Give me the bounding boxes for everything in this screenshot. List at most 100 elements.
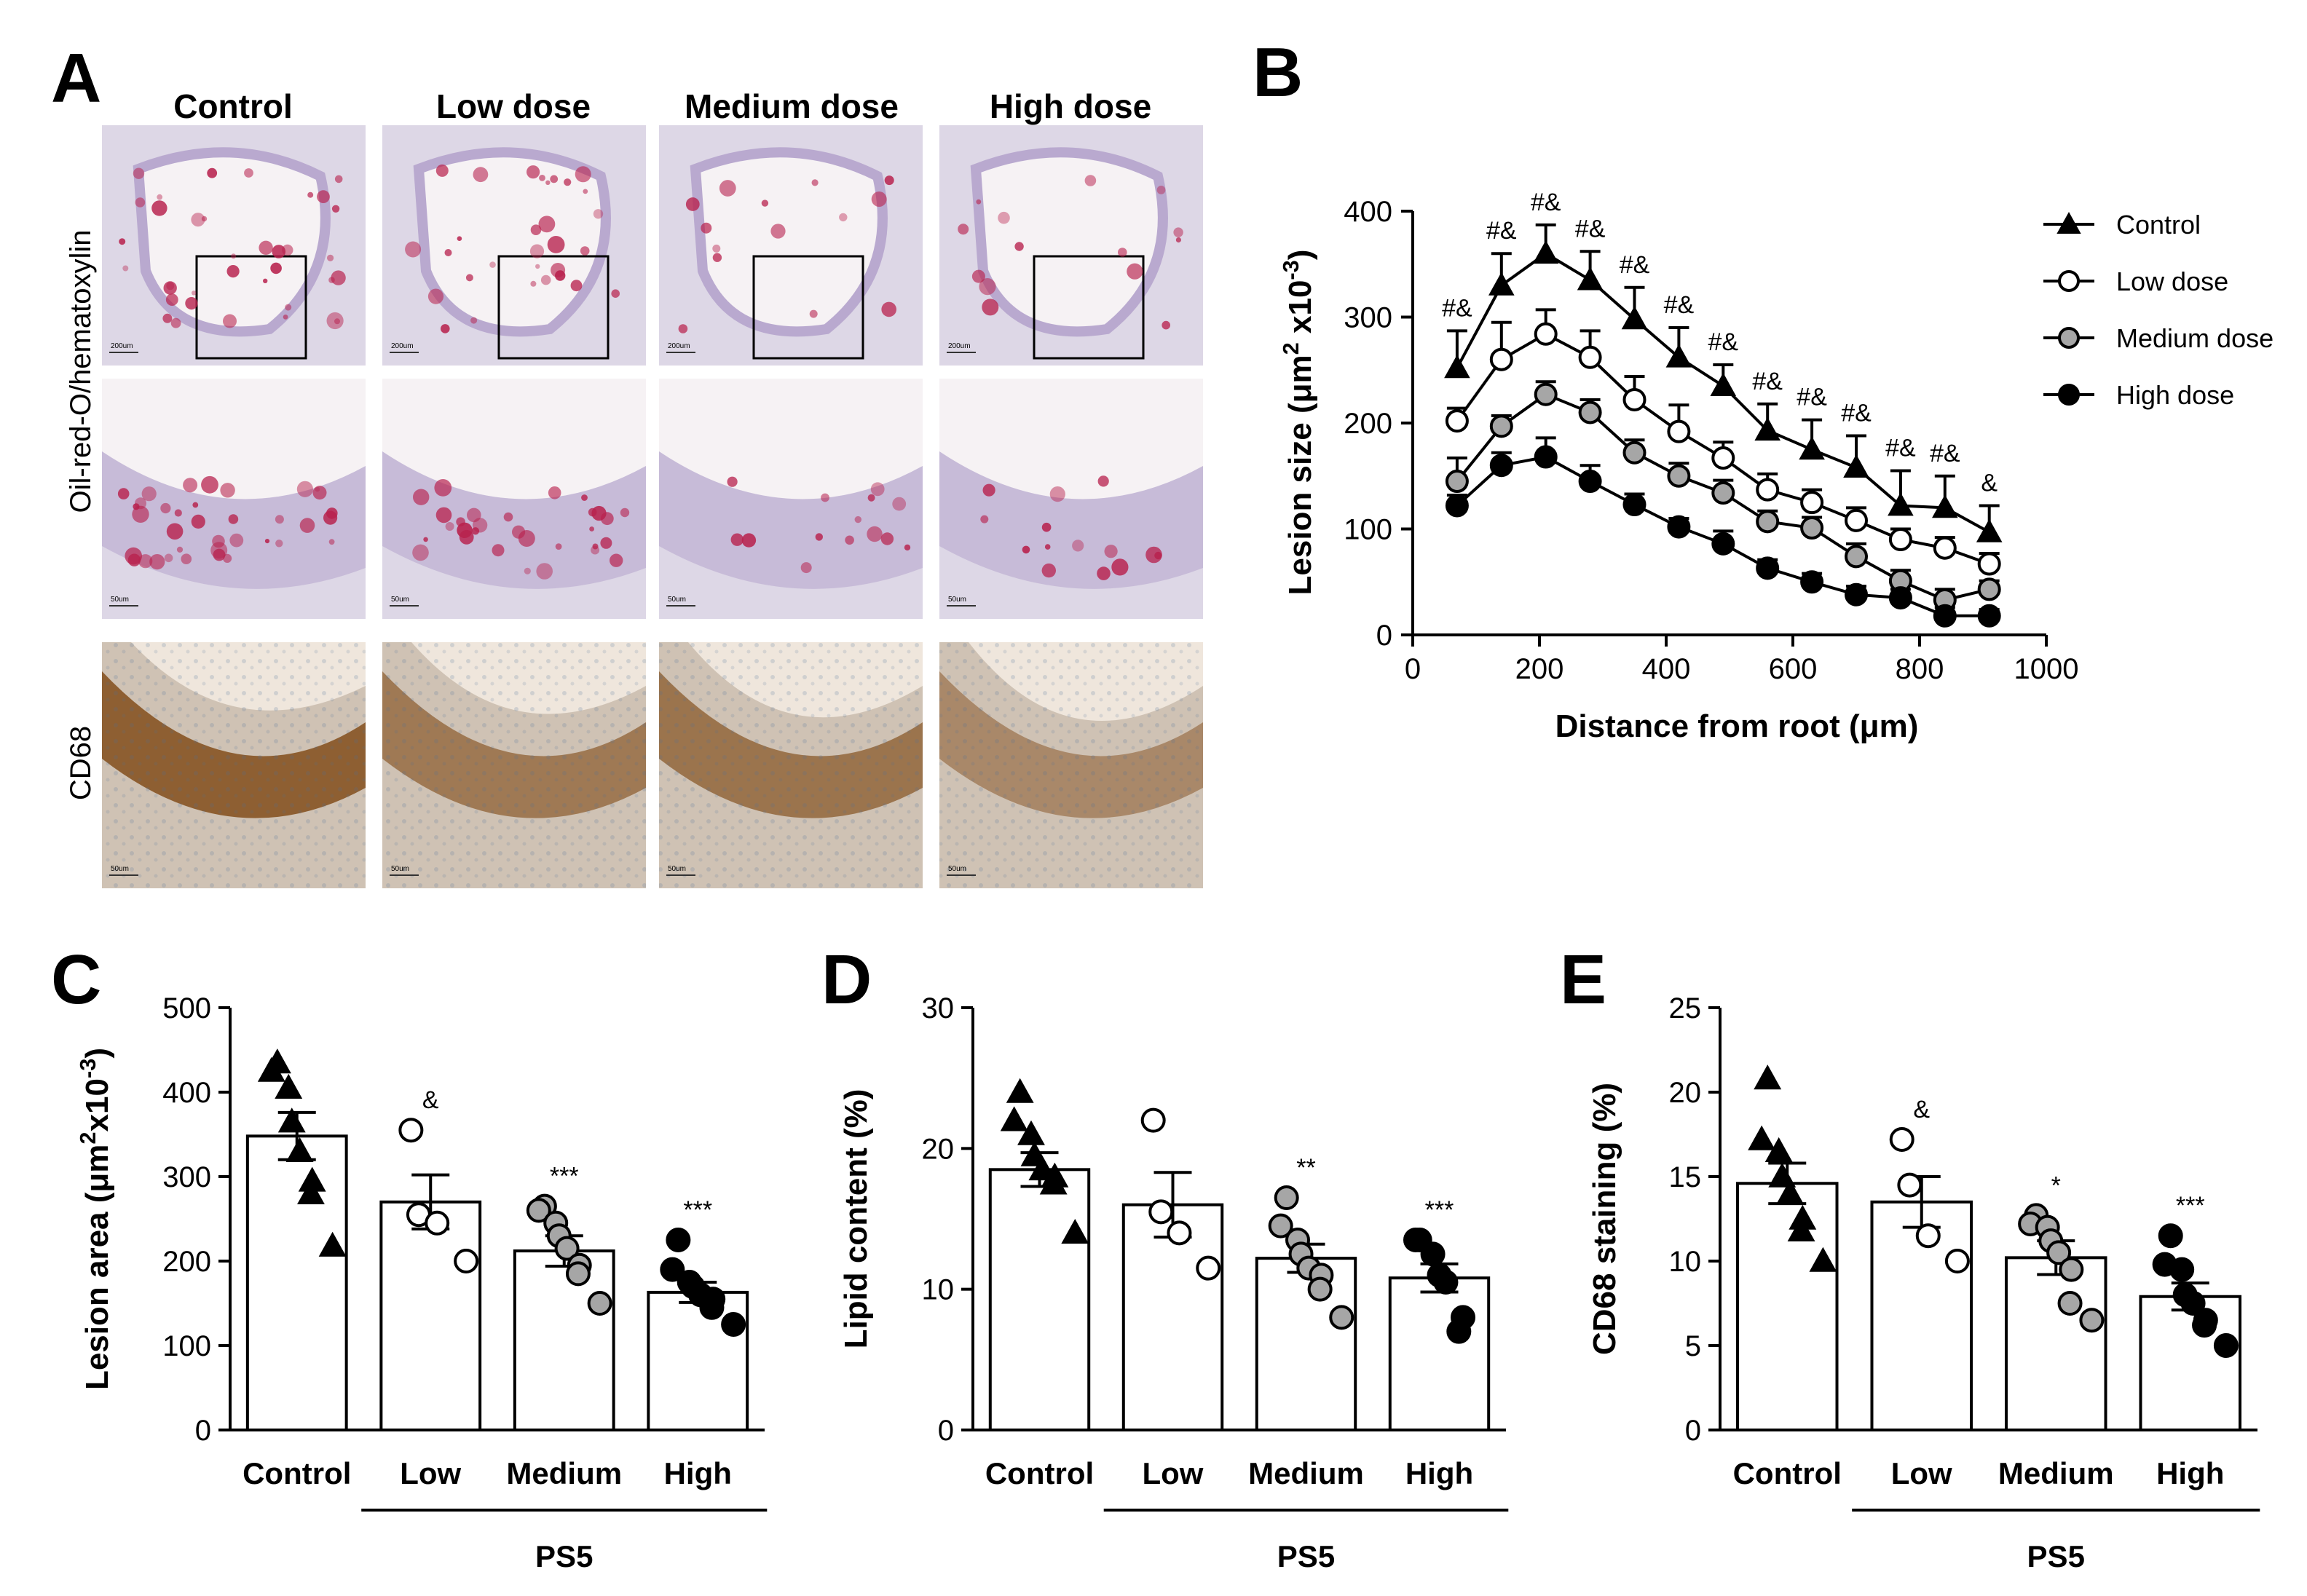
data-point [1167, 1220, 1192, 1246]
lipid-droplet [592, 543, 599, 550]
y-tick-label: 200 [1344, 408, 1392, 440]
lipid-droplet [312, 486, 327, 500]
lipid-droplet [867, 494, 875, 502]
data-point [1748, 1125, 1776, 1150]
lipid-droplet [285, 304, 292, 311]
lipid-droplet [815, 533, 824, 541]
lipid-droplet [1044, 544, 1051, 550]
panel-b-x-axis-label: Distance from root (μm) [1555, 708, 1919, 744]
scale-bar-label: 50um [948, 865, 966, 873]
lipid-droplet [160, 502, 171, 514]
lipid-droplet [445, 522, 454, 531]
micrograph-2-0: 50um [102, 642, 366, 888]
bar [1388, 1276, 1491, 1431]
data-point [1307, 1276, 1333, 1302]
lipid-droplet [1118, 248, 1127, 257]
lipid-droplet [125, 547, 142, 565]
legend-label: High dose [2116, 380, 2234, 410]
data-point [1444, 355, 1470, 379]
column-header-medium-dose: Medium dose [685, 87, 899, 125]
lumen-region [102, 379, 366, 499]
lipid-droplet [296, 481, 313, 497]
lipid-droplet [328, 539, 335, 545]
data-point [1756, 556, 1780, 580]
lipid-droplet [272, 245, 286, 258]
lipid-droplet [427, 288, 444, 304]
data-point [1445, 494, 1469, 518]
scale-bar-label: 50um [111, 865, 129, 873]
legend-marker [2058, 327, 2080, 349]
lipid-droplet [162, 313, 173, 323]
lipid-droplet [412, 544, 429, 561]
significance-marker: *** [1425, 1196, 1454, 1224]
lipid-droplet [1162, 320, 1170, 330]
lipid-droplet [423, 537, 428, 542]
lipid-droplet [971, 269, 985, 283]
micrograph-2-1: 50um [382, 642, 646, 888]
data-point [1148, 1199, 1174, 1225]
lipid-droplet [712, 253, 722, 262]
lipid-droplet [998, 211, 1010, 224]
data-point [1932, 494, 1958, 518]
lipid-droplet [884, 175, 894, 186]
lumen-region [939, 379, 1203, 499]
lipid-droplet [570, 280, 583, 292]
y-tick-label: 10 [922, 1274, 955, 1306]
category-label: Control [242, 1456, 351, 1490]
panel-b-legend: Control Low dose Medium dose High dose [2043, 210, 2274, 410]
zoom-box [497, 255, 610, 360]
micrograph-0-3: 200um [939, 125, 1203, 366]
lipid-droplet [550, 175, 559, 183]
data-point [1843, 454, 1869, 478]
lipid-droplet [958, 224, 969, 235]
aortic-root-lumen [690, 147, 888, 337]
panel-letter-c: C [51, 941, 101, 1019]
micrograph-2-2: 50um [659, 642, 923, 888]
data-point [1845, 545, 1868, 569]
scale-bar-label: 200um [391, 342, 414, 350]
data-point [1534, 322, 1558, 346]
data-point [1534, 382, 1558, 406]
data-point [1489, 414, 1513, 438]
data-point [297, 1179, 325, 1204]
significance-marker: *** [2176, 1192, 2205, 1220]
lumen-region [659, 379, 923, 499]
data-point [1403, 1228, 1428, 1252]
data-point [2169, 1257, 2195, 1282]
zoom-box [752, 255, 864, 360]
data-point [1800, 491, 1824, 515]
data-point [666, 1228, 691, 1252]
lipid-droplet [524, 567, 531, 574]
micrograph-0-0: 200um [102, 125, 366, 366]
lipid-droplet [811, 179, 819, 186]
data-point [1888, 528, 1912, 552]
lipid-droplet [555, 543, 562, 550]
x-tick-label: 200 [1515, 653, 1564, 685]
lipid-droplet [741, 533, 757, 548]
data-point [1489, 347, 1513, 371]
lipid-droplet [529, 244, 545, 258]
lipid-droplet [583, 189, 588, 194]
plaque-region [939, 451, 1203, 589]
significance-annotation: #& [1531, 189, 1561, 216]
lipid-droplet [201, 216, 208, 222]
lipid-droplet [540, 274, 551, 285]
column-header-control: Control [173, 87, 293, 125]
data-point [1897, 1172, 1923, 1198]
data-point [2213, 1333, 2239, 1358]
scale-bar-label: 200um [668, 342, 690, 350]
group-label: PS5 [2027, 1539, 2085, 1573]
panel-a-micrographs: Control Low dose Medium dose High dose O… [65, 87, 1203, 888]
lipid-droplet [904, 544, 911, 551]
data-point [1039, 1169, 1068, 1195]
data-point [2192, 1313, 2217, 1338]
scale-bar-label: 200um [948, 342, 971, 350]
data-point [1000, 1106, 1028, 1131]
x-tick-label: 600 [1769, 653, 1818, 685]
lipid-droplet [165, 293, 178, 306]
data-point [1977, 604, 2001, 628]
lipid-droplet [328, 277, 335, 283]
legend-marker [2058, 384, 2080, 406]
legend-entry: High dose [2043, 380, 2234, 410]
lipid-droplet [157, 194, 163, 200]
